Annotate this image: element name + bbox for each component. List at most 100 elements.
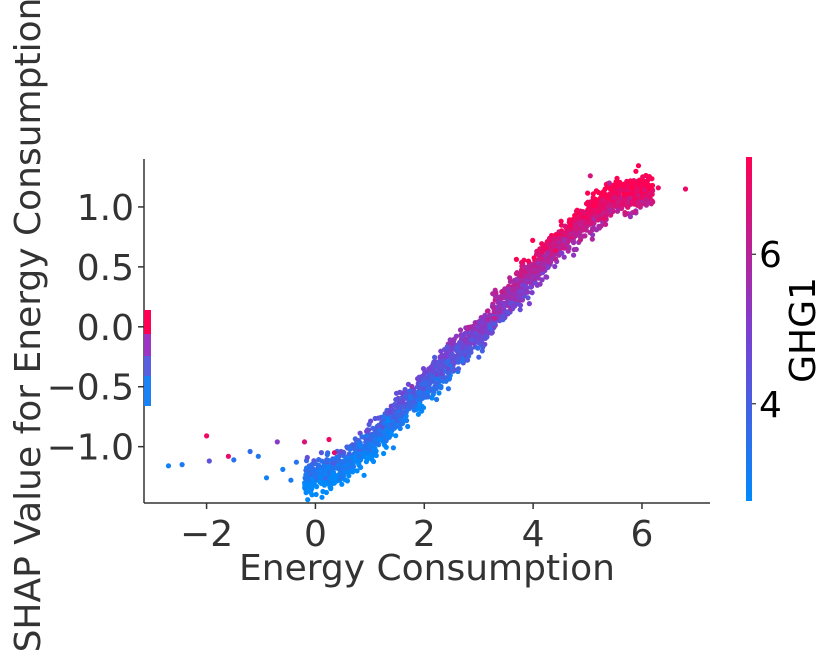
scatter-point (305, 497, 311, 503)
scatter-point (566, 244, 572, 250)
scatter-point (645, 175, 652, 181)
scatter-point (604, 194, 611, 200)
scatter-point (507, 300, 513, 307)
scatter-point (432, 354, 438, 360)
scatter-point (500, 294, 506, 300)
scatter-point (580, 227, 586, 233)
scatter-point (491, 305, 497, 311)
scatter-point (367, 442, 373, 448)
scatter-point (433, 363, 439, 369)
scatter-point (421, 385, 427, 391)
scatter-point (231, 457, 237, 463)
scatter-point (603, 221, 609, 227)
scatter-point (416, 374, 422, 380)
scatter-point (499, 289, 505, 295)
scatter-point (340, 465, 346, 471)
y-tick-label: −0.5 (47, 368, 134, 409)
scatter-point (356, 453, 362, 459)
scatter-point (563, 225, 569, 231)
scatter-point (601, 216, 607, 222)
scatter-point (622, 210, 628, 216)
scatter-point (417, 401, 423, 407)
scatter-point (397, 389, 403, 395)
scatter-point (451, 336, 457, 342)
scatter-point (372, 433, 378, 439)
scatter-point (525, 295, 531, 301)
scatter-point (635, 163, 642, 169)
x-tick-label: 0 (304, 514, 327, 555)
scatter-point (479, 329, 486, 335)
scatter-point (415, 411, 421, 417)
scatter-point (450, 342, 456, 348)
scatter-point (491, 315, 497, 321)
scatter-point (517, 273, 523, 279)
y-tick-label: 0.5 (77, 248, 134, 289)
scatter-point (464, 349, 470, 355)
scatter-point (313, 491, 319, 498)
scatter-point (372, 437, 378, 443)
scatter-point (334, 454, 340, 460)
scatter-point (552, 256, 559, 262)
scatter-point (464, 357, 470, 363)
scatter-point (403, 392, 409, 398)
scatter-point (602, 186, 608, 192)
scatter-point (458, 340, 464, 346)
scatter-point (596, 209, 602, 215)
scatter-point (455, 355, 461, 361)
scatter-point (596, 223, 602, 229)
scatter-point (531, 255, 537, 261)
scatter-point (476, 354, 482, 360)
scatter-point (538, 256, 545, 262)
scatter-point (165, 463, 172, 469)
scatter-point (578, 219, 584, 225)
scatter-point (552, 263, 558, 270)
x-axis-ticks: −2 0 2 4 6 (180, 503, 653, 555)
scatter-point (622, 186, 628, 192)
scatter-point (600, 205, 606, 211)
scatter-point (587, 219, 593, 226)
scatter-point (434, 383, 440, 389)
scatter-point (354, 445, 360, 451)
scatter-point (614, 175, 620, 181)
scatter-point (485, 329, 491, 335)
scatter-point (601, 190, 608, 196)
scatter-point (420, 376, 426, 383)
scatter-point (625, 204, 631, 210)
scatter-point (280, 466, 286, 472)
x-tick-label: 2 (413, 514, 436, 555)
scatter-point (526, 301, 533, 307)
scatter-point (465, 326, 471, 332)
scatter-point (455, 359, 462, 365)
scatter-point (366, 421, 372, 428)
scatter-point (434, 396, 440, 403)
scatter-point (595, 217, 601, 223)
scatter-point (445, 366, 451, 372)
scatter-point (326, 470, 332, 476)
scatter-point (445, 358, 451, 364)
scatter-point (338, 474, 344, 481)
scatter-point (634, 187, 641, 193)
scatter-point (544, 258, 550, 264)
scatter-point (517, 294, 523, 301)
scatter-point (497, 304, 503, 310)
scatter-point (318, 450, 324, 456)
scatter-point (247, 448, 253, 455)
colorbar-tick-label: 6 (759, 235, 782, 276)
scatter-point (640, 180, 647, 186)
scatter-point (587, 173, 593, 179)
scatter-point (427, 380, 433, 386)
scatter-point (516, 289, 522, 295)
scatter-point (387, 408, 393, 415)
scatter-point (398, 421, 404, 427)
scatter-point (571, 247, 577, 253)
scatter-point (682, 186, 689, 192)
scatter-point (371, 443, 377, 449)
scatter-point (536, 260, 542, 266)
scatter-point (535, 275, 542, 281)
scatter-point (615, 199, 622, 205)
scatter-point (496, 309, 502, 315)
scatter-point (415, 406, 422, 412)
scatter-point (439, 370, 445, 376)
scatter-point (330, 460, 336, 466)
scatter-point (521, 268, 527, 274)
